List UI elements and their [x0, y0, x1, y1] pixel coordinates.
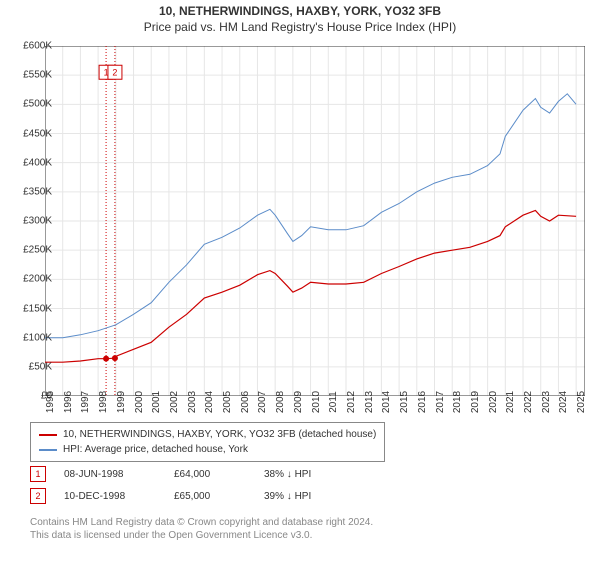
- x-tick-label: 2015: [399, 391, 410, 413]
- y-tick-label: £450K: [23, 128, 52, 139]
- x-tick-label: 2004: [204, 391, 215, 413]
- x-tick-label: 1997: [80, 391, 91, 413]
- x-tick-label: 2005: [222, 391, 233, 413]
- y-tick-label: £500K: [23, 99, 52, 110]
- marker-date: 10-DEC-1998: [64, 491, 174, 502]
- x-tick-label: 1999: [116, 391, 127, 413]
- x-tick-label: 2000: [134, 391, 145, 413]
- x-tick-label: 2020: [488, 391, 499, 413]
- marker-pct: 38% ↓ HPI: [264, 469, 354, 480]
- chart-plot-area: 12: [45, 46, 585, 396]
- x-tick-label: 2024: [558, 391, 569, 413]
- marker-price: £65,000: [174, 491, 264, 502]
- x-tick-label: 1995: [45, 391, 56, 413]
- x-tick-label: 1998: [98, 391, 109, 413]
- x-tick-label: 2012: [346, 391, 357, 413]
- legend-item: HPI: Average price, detached house, York: [39, 442, 376, 457]
- x-tick-label: 2018: [452, 391, 463, 413]
- marker-row: 2 10-DEC-1998 £65,000 39% ↓ HPI: [30, 488, 354, 504]
- chart-container: 10, NETHERWINDINGS, HAXBY, YORK, YO32 3F…: [0, 4, 600, 564]
- x-tick-label: 2014: [381, 391, 392, 413]
- x-tick-label: 2009: [293, 391, 304, 413]
- legend: 10, NETHERWINDINGS, HAXBY, YORK, YO32 3F…: [30, 422, 385, 462]
- y-tick-label: £600K: [23, 41, 52, 52]
- x-tick-label: 2022: [523, 391, 534, 413]
- x-tick-label: 1996: [63, 391, 74, 413]
- x-tick-label: 2019: [470, 391, 481, 413]
- x-tick-label: 2013: [364, 391, 375, 413]
- x-tick-label: 2001: [151, 391, 162, 413]
- x-tick-label: 2017: [435, 391, 446, 413]
- marker-number-box: 2: [30, 488, 46, 504]
- marker-date: 08-JUN-1998: [64, 469, 174, 480]
- x-tick-label: 2021: [505, 391, 516, 413]
- legend-label: 10, NETHERWINDINGS, HAXBY, YORK, YO32 3F…: [63, 427, 376, 442]
- x-tick-label: 2003: [187, 391, 198, 413]
- x-tick-label: 2002: [169, 391, 180, 413]
- y-tick-label: £400K: [23, 157, 52, 168]
- footer-line: Contains HM Land Registry data © Crown c…: [30, 516, 373, 529]
- legend-item: 10, NETHERWINDINGS, HAXBY, YORK, YO32 3F…: [39, 427, 376, 442]
- y-tick-label: £250K: [23, 245, 52, 256]
- x-tick-label: 2011: [328, 391, 339, 413]
- y-tick-label: £350K: [23, 186, 52, 197]
- x-tick-label: 2016: [417, 391, 428, 413]
- y-tick-label: £550K: [23, 70, 52, 81]
- x-tick-label: 2023: [541, 391, 552, 413]
- y-tick-label: £200K: [23, 274, 52, 285]
- y-tick-label: £50K: [29, 361, 52, 372]
- marker-table: 1 08-JUN-1998 £64,000 38% ↓ HPI 2 10-DEC…: [30, 466, 354, 510]
- x-tick-label: 2025: [576, 391, 587, 413]
- footer: Contains HM Land Registry data © Crown c…: [30, 516, 373, 542]
- chart-subtitle: Price paid vs. HM Land Registry's House …: [0, 20, 600, 34]
- marker-price: £64,000: [174, 469, 264, 480]
- legend-label: HPI: Average price, detached house, York: [63, 442, 248, 457]
- y-tick-label: £300K: [23, 216, 52, 227]
- y-tick-label: £100K: [23, 332, 52, 343]
- x-tick-label: 2006: [240, 391, 251, 413]
- chart-title: 10, NETHERWINDINGS, HAXBY, YORK, YO32 3F…: [0, 4, 600, 18]
- legend-swatch: [39, 434, 57, 436]
- x-tick-label: 2008: [275, 391, 286, 413]
- chart-svg: 12: [45, 46, 585, 396]
- footer-line: This data is licensed under the Open Gov…: [30, 529, 373, 542]
- marker-number-box: 1: [30, 466, 46, 482]
- x-tick-label: 2010: [311, 391, 322, 413]
- y-tick-label: £150K: [23, 303, 52, 314]
- x-tick-label: 2007: [257, 391, 268, 413]
- marker-pct: 39% ↓ HPI: [264, 491, 354, 502]
- svg-text:2: 2: [112, 67, 117, 77]
- legend-swatch: [39, 449, 57, 451]
- marker-row: 1 08-JUN-1998 £64,000 38% ↓ HPI: [30, 466, 354, 482]
